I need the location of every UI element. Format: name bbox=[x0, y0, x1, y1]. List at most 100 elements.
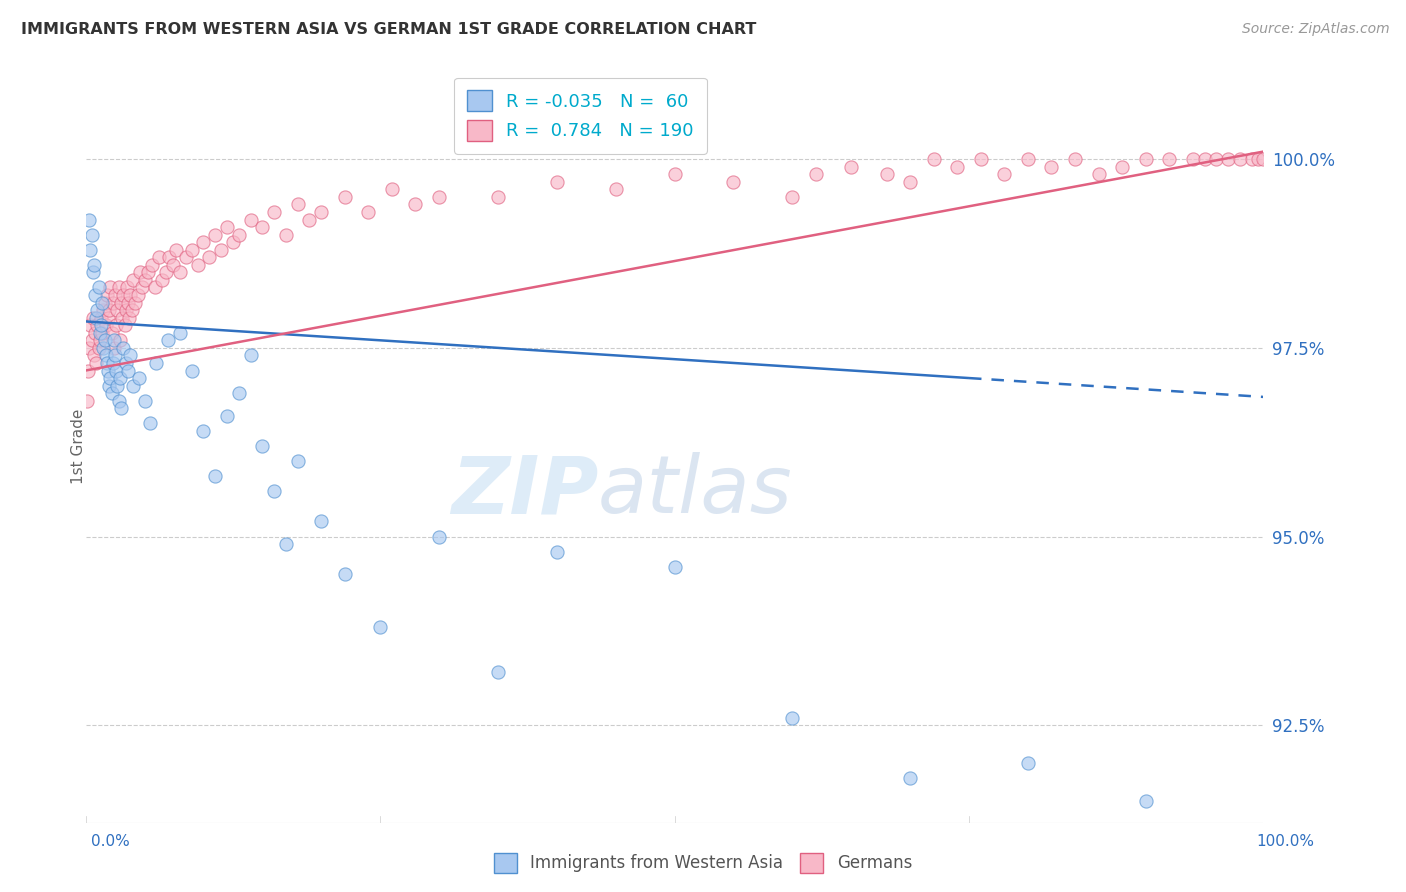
Point bbox=[115, 280, 138, 294]
Point bbox=[187, 258, 209, 272]
Point bbox=[100, 280, 122, 294]
Point bbox=[112, 341, 135, 355]
Point bbox=[127, 288, 149, 302]
Point bbox=[723, 175, 745, 189]
Point bbox=[404, 197, 426, 211]
Point bbox=[287, 454, 309, 468]
Point bbox=[79, 318, 101, 333]
Point bbox=[82, 310, 104, 325]
Point bbox=[79, 243, 101, 257]
Point bbox=[114, 356, 136, 370]
Point bbox=[105, 318, 128, 333]
Point bbox=[193, 424, 215, 438]
Point bbox=[174, 250, 197, 264]
Point bbox=[83, 258, 105, 272]
Point bbox=[486, 665, 509, 680]
Point bbox=[98, 378, 121, 392]
Point bbox=[898, 771, 921, 785]
Point bbox=[77, 341, 100, 355]
Point bbox=[100, 371, 122, 385]
Point bbox=[252, 439, 274, 453]
Point bbox=[80, 227, 103, 242]
Point bbox=[180, 363, 202, 377]
Point bbox=[128, 265, 150, 279]
Point bbox=[215, 220, 238, 235]
Point bbox=[357, 205, 380, 219]
Text: 0.0%: 0.0% bbox=[91, 834, 131, 849]
Point bbox=[1111, 160, 1133, 174]
Point bbox=[368, 620, 391, 634]
Point bbox=[333, 190, 356, 204]
Point bbox=[427, 190, 450, 204]
Point bbox=[333, 567, 356, 582]
Point bbox=[114, 303, 136, 318]
Point bbox=[93, 341, 115, 355]
Point bbox=[108, 371, 131, 385]
Point bbox=[782, 711, 804, 725]
Point bbox=[110, 295, 132, 310]
Point bbox=[93, 295, 115, 310]
Point bbox=[155, 265, 177, 279]
Point bbox=[274, 537, 297, 551]
Point bbox=[121, 273, 143, 287]
Point bbox=[1064, 152, 1087, 166]
Y-axis label: 1st Grade: 1st Grade bbox=[72, 409, 86, 483]
Text: Source: ZipAtlas.com: Source: ZipAtlas.com bbox=[1241, 22, 1389, 37]
Point bbox=[107, 280, 129, 294]
Point bbox=[87, 341, 110, 355]
Point bbox=[89, 334, 111, 348]
Point bbox=[103, 341, 125, 355]
Point bbox=[1135, 794, 1157, 808]
Point bbox=[84, 326, 107, 340]
Point bbox=[121, 303, 143, 318]
Point bbox=[946, 160, 969, 174]
Point bbox=[124, 295, 146, 310]
Point bbox=[1087, 167, 1109, 181]
Point bbox=[96, 288, 118, 302]
Point bbox=[97, 363, 120, 377]
Point bbox=[134, 393, 156, 408]
Point bbox=[104, 288, 127, 302]
Point bbox=[80, 334, 103, 348]
Point bbox=[121, 378, 143, 392]
Point bbox=[664, 167, 686, 181]
Point bbox=[94, 348, 117, 362]
Point bbox=[876, 167, 898, 181]
Point bbox=[141, 258, 163, 272]
Point bbox=[263, 205, 285, 219]
Point bbox=[546, 544, 568, 558]
Point bbox=[970, 152, 993, 166]
Point bbox=[91, 295, 114, 310]
Point bbox=[222, 235, 245, 249]
Point bbox=[215, 409, 238, 423]
Point bbox=[169, 326, 191, 340]
Point bbox=[143, 280, 166, 294]
Point bbox=[287, 197, 309, 211]
Point bbox=[86, 318, 108, 333]
Point bbox=[101, 356, 124, 370]
Point bbox=[118, 310, 141, 325]
Point bbox=[209, 243, 232, 257]
Point bbox=[84, 288, 107, 302]
Point bbox=[150, 273, 173, 287]
Point bbox=[1240, 152, 1263, 166]
Point bbox=[204, 469, 226, 483]
Point bbox=[93, 334, 115, 348]
Point bbox=[1159, 152, 1181, 166]
Point bbox=[90, 310, 112, 325]
Legend: Immigrants from Western Asia, Germans: Immigrants from Western Asia, Germans bbox=[486, 847, 920, 880]
Point bbox=[112, 288, 135, 302]
Point bbox=[1205, 152, 1227, 166]
Point bbox=[204, 227, 226, 242]
Point bbox=[84, 356, 107, 370]
Point bbox=[309, 205, 332, 219]
Point bbox=[120, 288, 142, 302]
Point bbox=[1194, 152, 1216, 166]
Point bbox=[1229, 152, 1251, 166]
Point bbox=[89, 326, 111, 340]
Point bbox=[193, 235, 215, 249]
Point bbox=[198, 250, 221, 264]
Point bbox=[136, 265, 159, 279]
Point bbox=[101, 295, 124, 310]
Point bbox=[120, 348, 142, 362]
